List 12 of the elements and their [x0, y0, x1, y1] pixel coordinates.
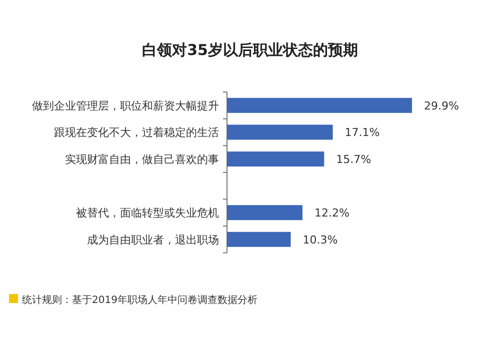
category-label: 成为自由职业者，退出职场 — [87, 233, 219, 246]
value-label: 17.1% — [344, 126, 380, 140]
value-label: 12.2% — [314, 206, 350, 220]
category-label: 被替代，面临转型或失业危机 — [76, 206, 219, 220]
value-label: 15.7% — [336, 153, 372, 166]
category-label: 实现财富自由，做自己喜欢的事 — [65, 153, 219, 166]
category-label: 跟现在变化不大，过着稳定的生活 — [54, 126, 219, 140]
value-label: 10.3% — [302, 233, 338, 246]
title: 白领对35岁以后职业状态的预期 — [142, 41, 358, 59]
category-label: 做到企业管理层，职位和薪资大幅提升 — [32, 99, 219, 112]
value-label: 29.9% — [424, 99, 459, 112]
annotation: 统计规则：基于2019年职场人年中问卷调查数据分析 — [22, 295, 258, 306]
